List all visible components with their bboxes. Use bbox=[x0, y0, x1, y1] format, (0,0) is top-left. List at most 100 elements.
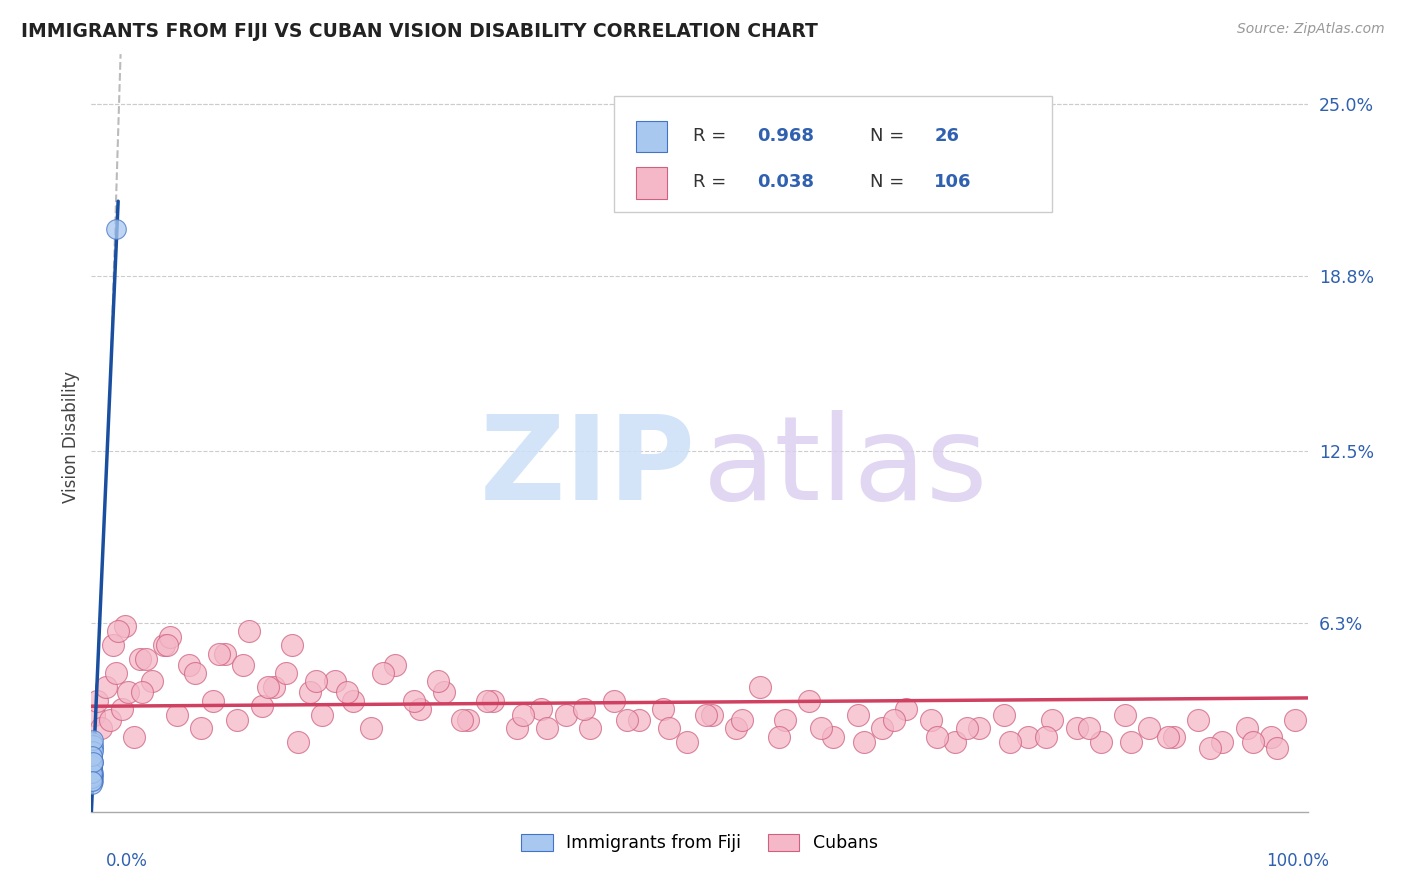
Point bbox=[1265, 740, 1288, 755]
Point bbox=[129, 652, 152, 666]
Point bbox=[658, 722, 681, 736]
Point bbox=[287, 735, 309, 749]
Point bbox=[82, 744, 104, 758]
Point bbox=[384, 657, 406, 672]
Point bbox=[956, 722, 979, 736]
Point bbox=[373, 665, 395, 680]
Text: IMMIGRANTS FROM FIJI VS CUBAN VISION DISABILITY CORRELATION CHART: IMMIGRANTS FROM FIJI VS CUBAN VISION DIS… bbox=[21, 22, 818, 41]
Point bbox=[724, 722, 747, 736]
Point bbox=[810, 722, 832, 736]
Point bbox=[82, 740, 104, 755]
Point bbox=[579, 722, 602, 736]
Point bbox=[104, 222, 127, 236]
Text: R =: R = bbox=[693, 127, 733, 145]
Point bbox=[451, 713, 474, 727]
Point bbox=[1211, 735, 1233, 749]
Point bbox=[135, 652, 157, 666]
Point bbox=[920, 713, 942, 727]
Point bbox=[1241, 735, 1264, 749]
Point bbox=[82, 735, 104, 749]
Point bbox=[700, 707, 723, 722]
Point bbox=[82, 755, 104, 769]
Point bbox=[1260, 730, 1282, 744]
FancyBboxPatch shape bbox=[614, 96, 1052, 212]
Point bbox=[82, 747, 104, 761]
Point bbox=[402, 694, 425, 708]
Point bbox=[536, 722, 558, 736]
Point bbox=[1077, 722, 1099, 736]
Point bbox=[82, 769, 104, 783]
Point bbox=[896, 702, 918, 716]
Point bbox=[256, 680, 278, 694]
Point bbox=[481, 694, 503, 708]
Point bbox=[82, 755, 104, 769]
Point bbox=[1163, 730, 1185, 744]
Point bbox=[299, 685, 322, 699]
Point bbox=[208, 647, 231, 661]
Text: 100.0%: 100.0% bbox=[1265, 852, 1329, 870]
Text: 0.0%: 0.0% bbox=[105, 852, 148, 870]
Point bbox=[117, 685, 139, 699]
Point bbox=[82, 772, 104, 786]
Point bbox=[870, 722, 893, 736]
Point bbox=[82, 757, 104, 772]
Point bbox=[1199, 740, 1222, 755]
Point bbox=[82, 752, 104, 766]
Point bbox=[305, 674, 328, 689]
Point bbox=[1090, 735, 1112, 749]
Point bbox=[82, 774, 104, 789]
Point bbox=[676, 735, 699, 749]
Point bbox=[214, 647, 236, 661]
Point bbox=[433, 685, 456, 699]
Text: 0.038: 0.038 bbox=[756, 173, 814, 191]
Text: 0.968: 0.968 bbox=[756, 127, 814, 145]
Point bbox=[943, 735, 966, 749]
Point bbox=[475, 694, 498, 708]
Point bbox=[153, 638, 176, 652]
Point bbox=[263, 680, 285, 694]
Point bbox=[336, 685, 359, 699]
Point bbox=[512, 707, 534, 722]
Point bbox=[1121, 735, 1143, 749]
Point bbox=[1035, 730, 1057, 744]
Point bbox=[114, 619, 136, 633]
Point bbox=[281, 638, 304, 652]
FancyBboxPatch shape bbox=[637, 168, 666, 199]
Point bbox=[731, 713, 754, 727]
Point bbox=[1157, 730, 1180, 744]
Point bbox=[1040, 713, 1063, 727]
Point bbox=[107, 624, 129, 639]
Point bbox=[998, 735, 1021, 749]
Point bbox=[83, 707, 105, 722]
Point bbox=[190, 722, 212, 736]
Text: Source: ZipAtlas.com: Source: ZipAtlas.com bbox=[1237, 22, 1385, 37]
Point bbox=[238, 624, 260, 639]
Text: R =: R = bbox=[693, 173, 733, 191]
Point bbox=[156, 638, 179, 652]
Point bbox=[1017, 730, 1039, 744]
Point bbox=[141, 674, 163, 689]
Point bbox=[82, 738, 104, 752]
Point bbox=[852, 735, 875, 749]
Point bbox=[82, 765, 104, 780]
Point bbox=[250, 699, 273, 714]
Point bbox=[111, 702, 134, 716]
Point bbox=[572, 702, 595, 716]
Point bbox=[883, 713, 905, 727]
Point bbox=[506, 722, 529, 736]
Point bbox=[1284, 713, 1306, 727]
Point bbox=[104, 665, 127, 680]
Point bbox=[993, 707, 1015, 722]
Point bbox=[1139, 722, 1161, 736]
Point bbox=[652, 702, 675, 716]
Point bbox=[184, 665, 207, 680]
Text: N =: N = bbox=[870, 173, 910, 191]
Point bbox=[616, 713, 638, 727]
Point bbox=[797, 694, 820, 708]
Text: N =: N = bbox=[870, 127, 910, 145]
Point bbox=[967, 722, 990, 736]
Point bbox=[82, 749, 104, 764]
Point bbox=[1114, 707, 1136, 722]
Point bbox=[530, 702, 553, 716]
FancyBboxPatch shape bbox=[637, 121, 666, 153]
